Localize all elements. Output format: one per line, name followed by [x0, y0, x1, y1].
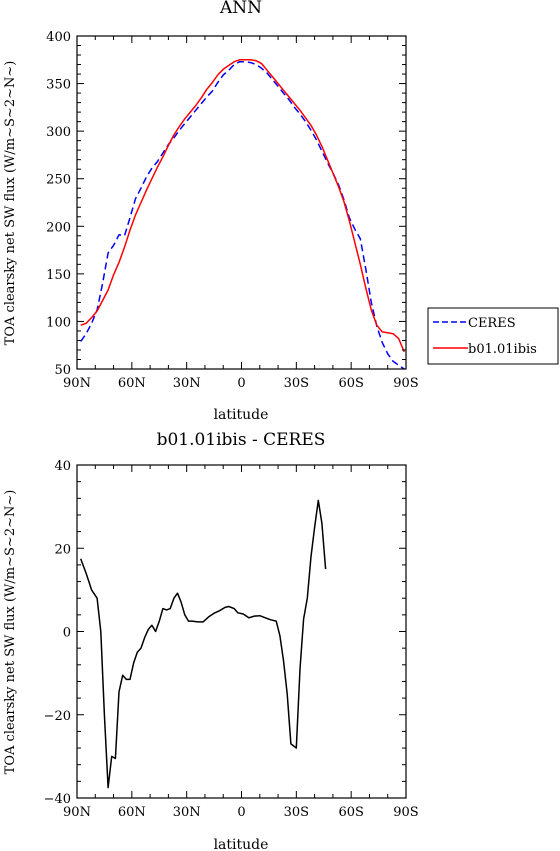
top-x-tick-label: 0 [237, 376, 245, 391]
bottom-y-tick-label: 40 [54, 459, 71, 474]
legend: CERES b01.01ibis [427, 307, 559, 365]
top-y-axis-label: TOA clearsky net SW flux (W/m~S~2~N~) [3, 61, 18, 346]
bottom-series-line-diff [79, 499, 327, 789]
top-series-line-b01-01ibis [80, 59, 405, 353]
legend-label-ceres: CERES [468, 316, 516, 331]
bottom-x-tick-label: 60S [338, 805, 363, 820]
bottom-y-tick-label: −20 [44, 709, 71, 724]
bottom-y-tick-label: 20 [54, 542, 71, 557]
top-y-tick-label: 100 [46, 315, 71, 330]
bottom-x-tick-label: 0 [237, 805, 245, 820]
top-y-tick-label: 250 [46, 173, 71, 188]
top-x-tick-label: 90N [63, 376, 91, 391]
top-x-axis-label: latitude [214, 407, 269, 423]
top-y-tick-label: 150 [46, 268, 71, 283]
bottom-y-tick-label: 0 [63, 626, 71, 641]
legend-label-b01: b01.01ibis [468, 342, 537, 357]
bottom-plot-frame [76, 464, 407, 799]
top-y-tick-label: 400 [46, 30, 71, 45]
top-y-tick-label: 300 [46, 125, 71, 140]
bottom-x-axis-label: latitude [214, 837, 269, 851]
top-x-tick-label: 60S [338, 376, 363, 391]
bottom-y-axis-label: TOA clearsky net SW flux (W/m~S~2~N~) [3, 490, 18, 775]
bottom-x-tick-label: 90N [63, 805, 91, 820]
bottom-x-tick-label: 30S [284, 805, 309, 820]
top-x-tick-label: 30S [284, 376, 309, 391]
bottom-panel: b01.01ibis - CERES 90N 60N 30N 0 30S 60S 90S −4… [3, 430, 419, 851]
top-y-tick-label: 50 [54, 363, 71, 378]
top-chart-title: ANN [219, 0, 262, 18]
bottom-chart-title: b01.01ibis - CERES [157, 430, 326, 450]
top-x-tick-label: 30N [173, 376, 201, 391]
legend-box [427, 307, 559, 365]
top-x-tick-label: 90S [393, 376, 418, 391]
bottom-x-tick-label: 60N [118, 805, 146, 820]
top-series-line-ceres [80, 60, 405, 370]
bottom-x-tick-label: 30N [173, 805, 201, 820]
top-x-tick-label: 60N [118, 376, 146, 391]
bottom-y-tick-label: −40 [44, 792, 71, 807]
top-y-tick-label: 200 [46, 220, 71, 235]
top-y-tick-label: 350 [46, 78, 71, 93]
top-panel: ANN 90N 60N 30N 0 30S 60S 90S 50 100 150 200 250 300… [3, 0, 419, 423]
bottom-x-tick-label: 90S [393, 805, 418, 820]
top-plot-frame [76, 35, 407, 370]
